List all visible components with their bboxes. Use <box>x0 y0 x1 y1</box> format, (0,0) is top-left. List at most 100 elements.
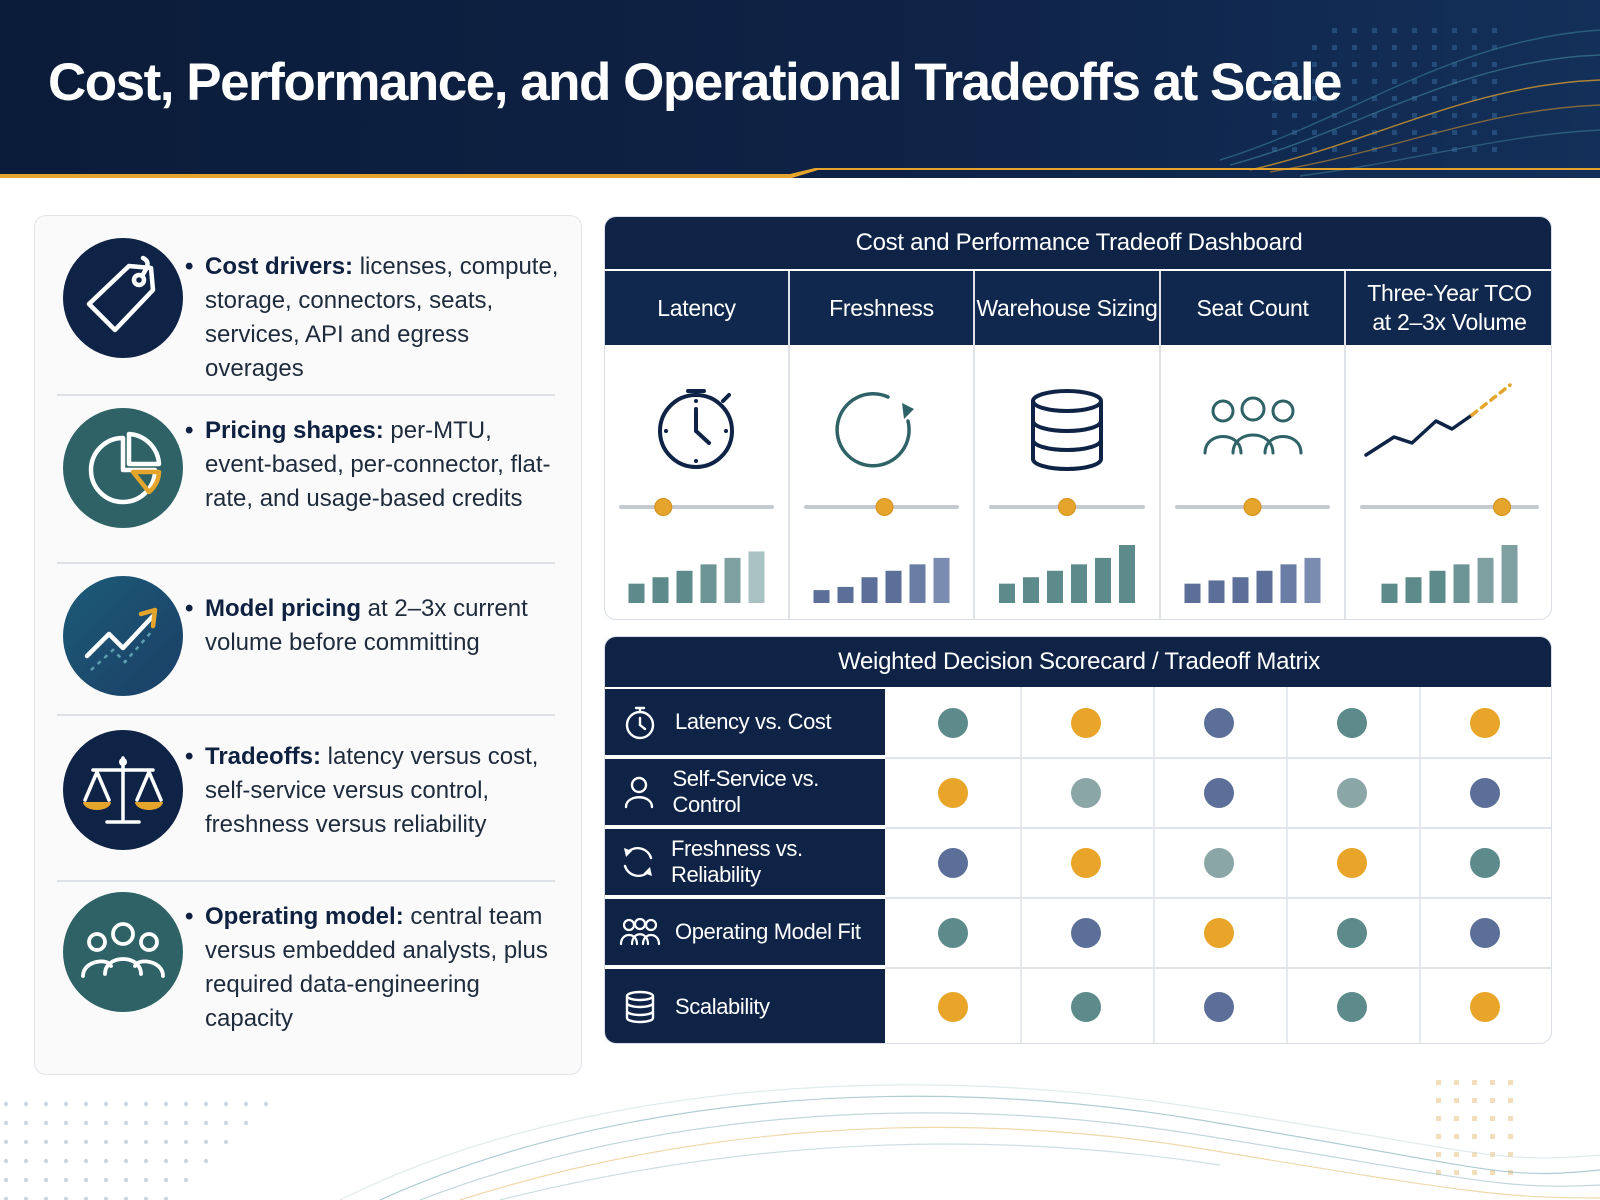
stopwatch-icon <box>658 389 734 469</box>
bar <box>999 583 1015 603</box>
bar <box>813 590 830 603</box>
bar <box>1023 577 1039 603</box>
score-dot <box>1071 918 1101 948</box>
database-icon <box>605 969 675 1043</box>
matrix-row: Latency vs. Cost <box>605 689 1551 757</box>
slider-knob[interactable] <box>875 498 894 516</box>
mini-bar-chart <box>1381 545 1518 603</box>
slider-knob[interactable] <box>1493 498 1511 516</box>
list-item-cost-drivers: • Cost drivers: licenses, compute, storag… <box>35 230 583 390</box>
dashboard-column-three-year-tco: Three-Year TCO at 2–3x Volume <box>1346 271 1551 619</box>
score-dot <box>1470 992 1500 1022</box>
score-dot <box>1470 708 1500 738</box>
header-accent-stripe <box>0 168 1600 178</box>
bar <box>861 577 878 603</box>
score-dot <box>1470 848 1500 878</box>
bar <box>676 570 693 603</box>
bar <box>724 557 741 603</box>
score-dot <box>938 778 968 808</box>
bar <box>1453 564 1470 603</box>
bar <box>1429 570 1446 603</box>
score-dot <box>1071 778 1101 808</box>
bar <box>1095 557 1111 603</box>
bar <box>1477 557 1494 603</box>
slider-knob[interactable] <box>654 498 673 516</box>
list-item-pricing-shapes: • Pricing shapes: per-MTU, event-based, p… <box>35 404 583 564</box>
bar <box>1208 580 1225 603</box>
dashboard-column-seat-count: Seat Count <box>1161 271 1344 619</box>
item-body: licenses, compute, storage, connectors, … <box>205 253 559 382</box>
list-item-tradeoffs: • Tradeoffs: latency versus cost, self-se… <box>35 724 583 884</box>
divider <box>57 880 555 882</box>
score-dot <box>1071 708 1101 738</box>
divider <box>57 394 555 396</box>
dashboard-column-latency: Latency <box>605 271 788 619</box>
matrix-row: Freshness vs. Reliability <box>605 829 1551 897</box>
row-label: Operating Model Fit <box>675 919 861 944</box>
team-icon <box>605 899 675 965</box>
pie-chart-icon <box>63 408 183 528</box>
bar <box>909 564 926 603</box>
score-dot <box>938 918 968 948</box>
list-item-operating-model: • Operating model: central team versus em… <box>35 890 583 1060</box>
item-body: latency versus cost, self-service versus… <box>205 743 539 838</box>
score-dot <box>1204 848 1234 878</box>
header-pattern-decoration <box>1219 28 1600 177</box>
people-icon <box>1203 396 1303 455</box>
item-heading: Model pricing <box>205 595 361 622</box>
bar <box>837 586 854 603</box>
item-heading: Tradeoffs: <box>205 743 322 770</box>
row-divider <box>885 827 1551 829</box>
item-heading: Cost drivers: <box>205 253 354 280</box>
column-divider <box>1344 271 1346 619</box>
matrix-row: Scalability <box>605 969 1551 1043</box>
slider-knob[interactable] <box>1058 498 1076 516</box>
bar <box>748 551 765 603</box>
divider <box>57 562 555 564</box>
matrix-row: Self-Service vs. Control <box>605 759 1551 827</box>
score-dot <box>1337 848 1367 878</box>
item-body: central team versus embedded analysts, p… <box>205 903 548 1032</box>
page-header: Cost, Performance, and Operational Trade… <box>0 0 1600 178</box>
stopwatch-icon <box>605 689 675 755</box>
bar <box>1501 545 1518 603</box>
dashboard-column-warehouse-sizing: Warehouse Sizing <box>975 271 1159 619</box>
score-dot <box>938 992 968 1022</box>
divider <box>57 714 555 716</box>
row-divider <box>885 967 1551 969</box>
matrix-title: Weighted Decision Scorecard / Tradeoff M… <box>605 637 1551 687</box>
item-body: per-MTU, event-based, per-connector, fla… <box>205 417 551 512</box>
column-divider <box>788 271 790 619</box>
bar <box>1304 557 1321 603</box>
bar <box>1280 564 1297 603</box>
row-label: Latency vs. Cost <box>675 709 832 734</box>
dashboard-title: Cost and Performance Tradeoff Dashboard <box>605 217 1551 269</box>
slider <box>619 498 774 516</box>
slider-knob[interactable] <box>1243 498 1262 516</box>
bar <box>1405 577 1422 603</box>
score-dot <box>938 708 968 738</box>
column-divider <box>1159 271 1161 619</box>
bar <box>885 570 902 603</box>
trend-arrow-icon <box>63 576 183 696</box>
score-dot <box>1204 778 1234 808</box>
score-dot <box>1470 918 1500 948</box>
bar <box>1381 583 1398 603</box>
row-divider <box>885 897 1551 899</box>
column-divider <box>1286 687 1288 1043</box>
slider <box>1175 498 1330 516</box>
slider <box>1360 498 1539 516</box>
score-dot <box>1337 708 1367 738</box>
bar <box>1232 577 1249 603</box>
column-divider <box>1020 687 1022 1043</box>
list-item-model-pricing: • Model pricing at 2–3x current volume be… <box>35 572 583 712</box>
score-dot <box>1204 918 1234 948</box>
mini-bar-chart <box>628 551 765 603</box>
balance-scale-icon <box>63 730 183 850</box>
slider <box>989 498 1145 516</box>
tradeoff-dashboard: Cost and Performance Tradeoff Dashboard … <box>604 216 1552 620</box>
score-dot <box>1470 778 1500 808</box>
score-dot <box>1337 992 1367 1022</box>
bar <box>700 564 717 603</box>
item-body: at 2–3x current volume before committing <box>205 595 528 656</box>
